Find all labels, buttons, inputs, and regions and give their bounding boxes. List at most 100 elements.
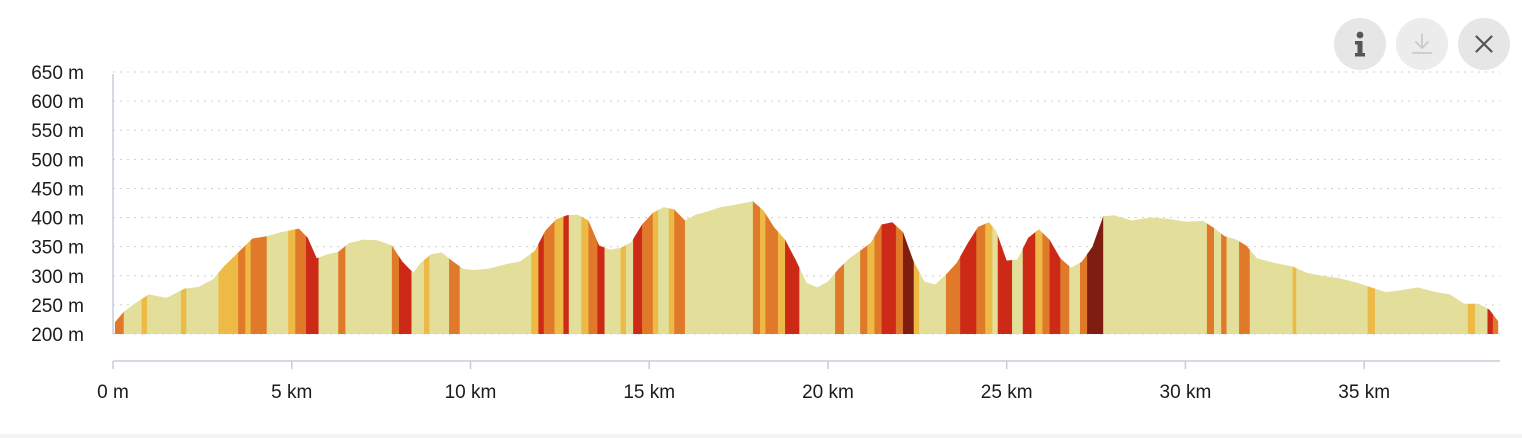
- grade-band-flat: [1069, 201, 1081, 334]
- grade-band-gentle: [180, 201, 187, 334]
- grade-band-steep: [563, 201, 570, 334]
- grade-band-flat: [992, 201, 999, 334]
- info-button[interactable]: [1334, 18, 1386, 70]
- grade-band-steep: [881, 201, 897, 334]
- grade-band-gentle: [777, 201, 786, 334]
- grade-band-flat: [459, 201, 532, 334]
- grade-band-flat: [1374, 201, 1469, 334]
- grade-band-flat: [604, 201, 622, 334]
- x-tick-label: 35 km: [1338, 382, 1390, 403]
- close-button[interactable]: [1458, 18, 1510, 70]
- grade-band-moderate: [588, 201, 598, 334]
- grade-band-moderate: [895, 201, 904, 334]
- grade-band-flat: [919, 201, 947, 334]
- grade-band-flat: [1474, 201, 1489, 334]
- grade-band-flat: [266, 201, 289, 334]
- x-tick-label: 5 km: [271, 382, 312, 403]
- grade-band-gentle: [218, 201, 239, 334]
- grade-band-moderate: [1206, 201, 1215, 334]
- y-tick-label: 650 m: [31, 63, 84, 84]
- grade-band-moderate: [945, 201, 961, 334]
- download-button[interactable]: [1396, 18, 1448, 70]
- y-tick-label: 200 m: [31, 325, 84, 346]
- grade-band-moderate: [835, 201, 845, 334]
- grade-band-moderate: [114, 201, 125, 334]
- grade-band-very-steep: [903, 201, 915, 334]
- grade-band-flat: [1103, 201, 1208, 334]
- grade-band-moderate: [338, 201, 346, 334]
- grade-band-flat: [411, 201, 425, 334]
- grade-band-gentle: [620, 201, 627, 334]
- grade-band-gentle: [867, 201, 876, 334]
- grade-band-flat: [1296, 201, 1369, 334]
- grade-band-gentle: [554, 201, 565, 334]
- y-tick-label: 350 m: [31, 238, 84, 259]
- grade-band-steep: [633, 201, 643, 334]
- grade-band-flat: [1012, 201, 1024, 334]
- grade-band-moderate: [1492, 201, 1499, 334]
- grade-band-gentle: [760, 201, 766, 334]
- x-tick-label: 25 km: [981, 382, 1033, 403]
- grade-band-steep: [1022, 201, 1036, 334]
- grade-band-gentle: [1467, 201, 1476, 334]
- grade-band-flat: [1249, 201, 1294, 334]
- grade-band-steep: [597, 201, 606, 334]
- grade-band-moderate: [674, 201, 686, 334]
- grade-band-flat: [429, 201, 450, 334]
- grade-band-gentle: [913, 201, 920, 334]
- grade-band-flat: [345, 201, 393, 334]
- grade-band-steep: [997, 201, 1013, 334]
- grade-band-steep: [1487, 201, 1494, 334]
- y-tick-label: 500 m: [31, 150, 84, 171]
- grade-band-gentle: [531, 201, 539, 334]
- grade-band-moderate: [1239, 201, 1251, 334]
- grade-band-moderate: [1079, 201, 1088, 334]
- grade-band-gentle: [652, 201, 659, 334]
- grade-band-gentle: [288, 201, 296, 334]
- grade-band-flat: [568, 201, 582, 334]
- grade-band-moderate: [543, 201, 556, 334]
- grade-band-gentle: [245, 201, 252, 334]
- grade-band-steep: [1049, 201, 1061, 334]
- grade-band-moderate: [976, 201, 986, 334]
- grade-band-moderate: [642, 201, 654, 334]
- x-tick-label: 30 km: [1160, 382, 1212, 403]
- grade-band-flat: [844, 201, 861, 334]
- grade-band-gentle: [141, 201, 148, 334]
- panel-bottom-edge: [0, 434, 1522, 438]
- y-axis-ticks: 650 m 600 m 550 m 500 m 450 m 400 m 350 m 300 m…: [31, 63, 84, 346]
- grade-band-gentle: [985, 201, 993, 334]
- grade-band-moderate: [1221, 201, 1228, 334]
- grade-band-steep: [398, 201, 413, 334]
- grade-band-flat: [1226, 201, 1240, 334]
- grade-bands: [114, 201, 1499, 334]
- grade-band-flat: [658, 201, 670, 334]
- grade-band-moderate: [238, 201, 246, 334]
- grade-band-gentle: [1292, 201, 1297, 334]
- grade-band-moderate: [391, 201, 400, 334]
- grade-band-moderate: [765, 201, 779, 334]
- grade-band-gentle: [668, 201, 675, 334]
- download-icon: [1412, 33, 1432, 54]
- grade-band-steep: [960, 201, 977, 334]
- y-tick-label: 250 m: [31, 296, 84, 317]
- grade-band-moderate: [295, 201, 307, 334]
- x-tick-label: 20 km: [802, 382, 854, 403]
- grade-band-steep: [538, 201, 545, 334]
- grade-band-flat: [684, 201, 754, 334]
- grade-band-moderate: [250, 201, 268, 334]
- x-axis-ticks: 0 m 5 km 10 km 15 km 20 km 25 km 30 km 35 km: [97, 361, 1390, 403]
- grade-band-flat: [799, 201, 836, 334]
- close-icon: [1475, 35, 1493, 53]
- grade-band-gentle: [1367, 201, 1376, 334]
- grade-band-moderate: [1042, 201, 1051, 334]
- grade-band-moderate: [752, 201, 761, 334]
- y-tick-label: 400 m: [31, 209, 84, 230]
- grade-band-moderate: [1060, 201, 1070, 334]
- x-tick-label: 10 km: [445, 382, 497, 403]
- y-tick-label: 300 m: [31, 267, 84, 288]
- grade-band-moderate: [874, 201, 883, 334]
- grade-band-flat: [146, 201, 182, 334]
- grade-band-flat: [1214, 201, 1222, 334]
